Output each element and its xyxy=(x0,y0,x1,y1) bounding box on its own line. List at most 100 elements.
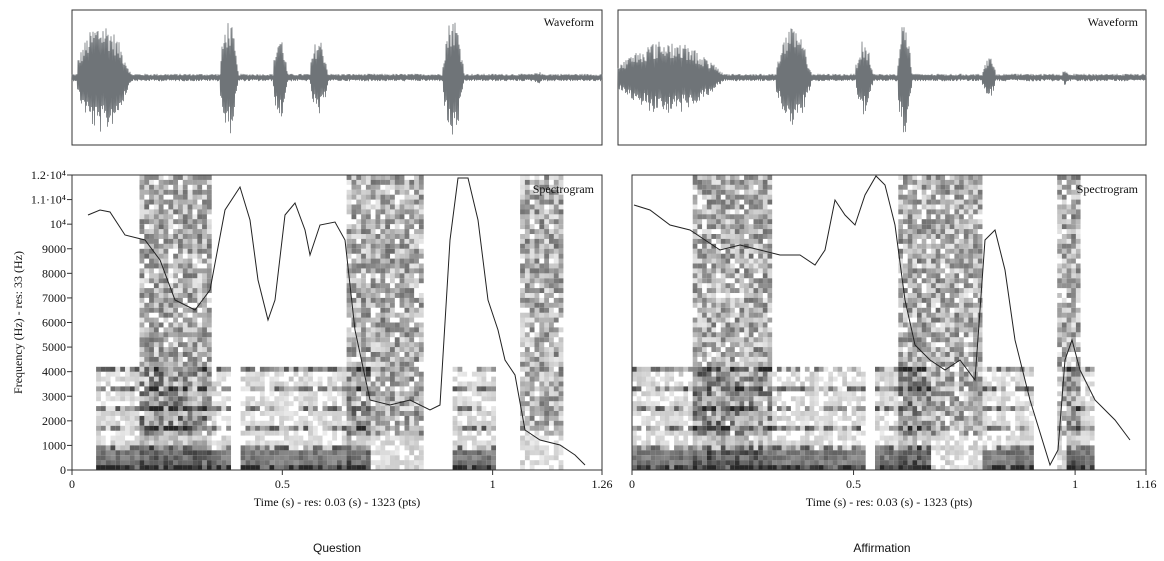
spectrogram-cell xyxy=(823,411,829,416)
spectrogram-cell xyxy=(748,317,754,323)
spectrogram-cell xyxy=(898,371,903,377)
spectrogram-cell xyxy=(279,401,285,407)
spectrogram-cell xyxy=(341,411,347,416)
spectrogram-cell xyxy=(758,204,763,210)
spectrogram-cell xyxy=(697,435,703,441)
spectrogram-cell xyxy=(753,455,759,461)
spectrogram-cell xyxy=(534,445,540,451)
spectrogram-cell xyxy=(332,376,338,382)
spectrogram-cell xyxy=(139,347,145,353)
spectrogram-cell xyxy=(884,460,889,466)
spectrogram-cell xyxy=(312,411,318,416)
spectrogram-cell xyxy=(837,445,843,451)
spectrogram-cell xyxy=(716,175,721,180)
spectrogram-cell xyxy=(385,376,391,382)
spectrogram-cell xyxy=(781,455,787,461)
spectrogram-cell xyxy=(725,229,731,235)
spectrogram-cell xyxy=(163,234,169,239)
spectrogram-cell xyxy=(767,430,773,436)
spectrogram-cell xyxy=(534,253,540,259)
spectrogram-cell xyxy=(375,411,381,416)
spectrogram-cell xyxy=(457,445,463,451)
spectrogram-cell xyxy=(394,455,400,461)
spectrogram-cell xyxy=(539,391,545,397)
spectrogram-cell xyxy=(404,234,410,239)
spectrogram-cell xyxy=(361,376,366,382)
spectrogram-cell xyxy=(898,420,903,426)
spectrogram-cell xyxy=(153,184,159,190)
spectrogram-cell xyxy=(762,406,768,412)
spectrogram-cell xyxy=(758,381,763,387)
spectrogram-cell xyxy=(520,209,525,215)
spectrogram-cell xyxy=(341,430,347,436)
spectrogram-cell xyxy=(669,366,675,372)
spectrogram-cell xyxy=(182,342,188,348)
spectrogram-cell xyxy=(739,430,745,436)
spectrogram-cell xyxy=(748,194,754,200)
spectrogram-cell xyxy=(202,302,207,308)
spectrogram-cell xyxy=(646,425,651,431)
spectrogram-cell xyxy=(907,209,913,215)
spectrogram-cell xyxy=(385,302,391,308)
spectrogram-cell xyxy=(636,450,642,456)
spectrogram-cell xyxy=(163,179,169,185)
spectrogram-cell xyxy=(739,450,745,456)
spectrogram-cell xyxy=(898,253,903,259)
spectrogram-cell xyxy=(748,175,754,180)
spectrogram-cell xyxy=(173,263,179,269)
spectrogram-cell xyxy=(226,440,232,446)
spectrogram-cell xyxy=(414,347,419,353)
spectrogram-cell xyxy=(192,268,198,274)
spectrogram-cell xyxy=(917,435,922,441)
spectrogram-cell xyxy=(767,337,773,343)
spectrogram-cell xyxy=(539,445,545,451)
spectrogram-cell xyxy=(284,455,289,461)
spectrogram-cell xyxy=(940,425,946,431)
spectrogram-cell xyxy=(163,258,169,264)
spectrogram-cell xyxy=(734,248,740,254)
spectrogram-cell xyxy=(762,376,768,382)
spectrogram-cell xyxy=(394,179,400,185)
spectrogram-cell xyxy=(144,268,150,274)
spectrogram-cell xyxy=(702,322,707,328)
spectrogram-cell xyxy=(404,337,410,343)
spectrogram-cell xyxy=(692,381,698,387)
spectrogram-cell xyxy=(907,415,913,421)
spectrogram-cell xyxy=(187,243,193,249)
spectrogram-cell xyxy=(716,258,721,264)
spectrogram-cell xyxy=(361,179,366,185)
spectrogram-cell xyxy=(380,234,386,239)
spectrogram-cell xyxy=(327,465,333,471)
spectrogram-cell xyxy=(720,396,726,402)
spectrogram-cell xyxy=(842,411,847,416)
spectrogram-cell xyxy=(711,293,717,298)
spectrogram-cell xyxy=(692,386,698,392)
spectrogram-cell xyxy=(187,234,193,239)
spectrogram-cell xyxy=(898,293,903,298)
spectrogram-cell xyxy=(178,366,183,372)
spectrogram-cell xyxy=(351,376,357,382)
spectrogram-cell xyxy=(481,391,487,397)
spectrogram-cell xyxy=(903,381,908,387)
spectrogram-cell xyxy=(711,297,717,303)
spectrogram-cell xyxy=(529,465,535,471)
spectrogram-cell xyxy=(375,366,381,372)
spectrogram-cell xyxy=(683,401,689,407)
spectrogram-cell xyxy=(317,376,323,382)
spectrogram-cell xyxy=(734,297,740,303)
spectrogram-cell xyxy=(753,179,759,185)
spectrogram-cell xyxy=(139,455,145,461)
spectrogram-cell xyxy=(935,199,941,205)
spectrogram-cell xyxy=(711,386,717,392)
spectrogram-cell xyxy=(520,420,525,426)
spectrogram-cell xyxy=(762,175,768,180)
spectrogram-cell xyxy=(758,420,763,426)
spectrogram-cell xyxy=(529,425,535,431)
spectrogram-cell xyxy=(341,391,347,397)
spectrogram-cell xyxy=(940,406,946,412)
spectrogram-cell xyxy=(702,342,707,348)
spectrogram-cell xyxy=(711,406,717,412)
spectrogram-cell xyxy=(520,293,525,298)
spectrogram-cell xyxy=(907,401,913,407)
spectrogram-cell xyxy=(139,322,145,328)
